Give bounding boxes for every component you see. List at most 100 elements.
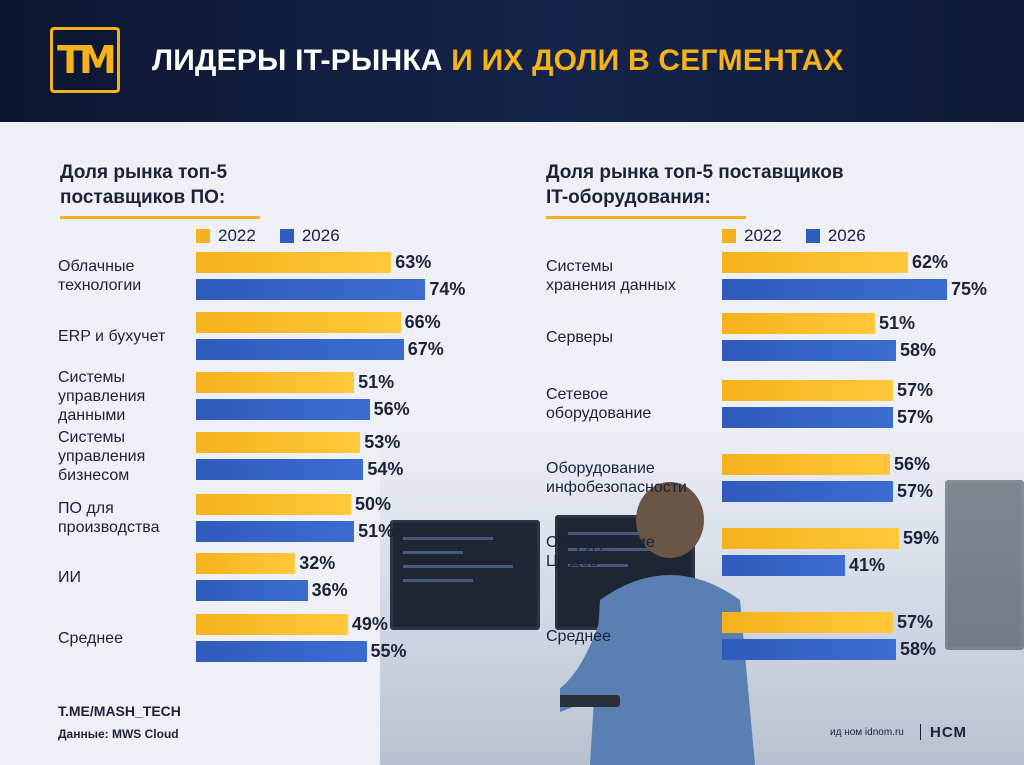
category-label-line: бизнесом xyxy=(58,466,130,484)
category-label: Системы управления бизнесом xyxy=(58,428,145,485)
value-label-2022: 56% xyxy=(894,454,931,474)
bar-2026 xyxy=(722,279,947,300)
legend-swatch-2022 xyxy=(196,229,210,243)
value-label-2026: 55% xyxy=(370,641,407,661)
value-label-2022: 32% xyxy=(299,553,336,573)
category-label-line: Серверы xyxy=(546,328,613,346)
legend-item-2022: 2022 xyxy=(196,226,256,246)
right-title-line: Доля рынка топ-5 поставщиков xyxy=(546,162,844,183)
category-label-line: оборудование xyxy=(546,405,652,422)
category-label: Облачные технологии xyxy=(58,257,141,295)
footer-brand: НСМ xyxy=(930,724,967,741)
category-label-line: инфобезопасности xyxy=(546,479,687,496)
title-part-yellow: И ИХ ДОЛИ В СЕГМЕНТАХ xyxy=(442,44,844,77)
footer-credit: ид ном idnom.ru xyxy=(830,727,904,738)
value-label-2022: 50% xyxy=(355,494,392,514)
right-chart-title: Доля рынка топ-5 поставщиков IT-оборудов… xyxy=(546,160,844,210)
legend-swatch-2026 xyxy=(279,229,294,243)
category-label: Системы хранения данных xyxy=(546,257,676,295)
bar-2026 xyxy=(196,521,355,542)
value-label-2022: 63% xyxy=(395,252,432,272)
bar-2022 xyxy=(196,494,351,515)
category-label-line: ЦОДов xyxy=(546,553,598,570)
category-label: Среднее xyxy=(546,627,611,646)
value-label-2026: 57% xyxy=(897,481,934,501)
category-label-line: Облачные xyxy=(58,258,135,275)
brand-logo: ТМ xyxy=(50,27,120,93)
bar-2026 xyxy=(196,459,364,480)
category-label-line: Оборудование xyxy=(546,534,655,551)
legend-swatch-2022 xyxy=(722,229,736,243)
legend-swatch-2026 xyxy=(805,229,820,243)
category-label-line: производства xyxy=(58,519,160,536)
category-label: Системы управления данными xyxy=(58,368,145,425)
legend-item-2022: 2022 xyxy=(722,226,782,246)
left-title-line: Доля рынка топ-5 xyxy=(60,162,228,183)
title-part-white: ЛИДЕРЫ IT-РЫНКА xyxy=(152,44,443,77)
value-label-2026: 57% xyxy=(897,407,934,427)
category-label-line: Оборудование xyxy=(546,460,655,477)
category-label-line: ИИ xyxy=(58,568,81,586)
value-label-2022: 57% xyxy=(897,380,934,400)
bar-2026 xyxy=(196,339,404,360)
right-title-line: IT-оборудования: xyxy=(546,187,711,208)
value-label-2026: 58% xyxy=(900,340,937,360)
category-label: ПО для производства xyxy=(58,499,159,537)
value-label-2026: 51% xyxy=(358,521,395,541)
value-label-2026: 54% xyxy=(367,459,404,479)
value-label-2022: 57% xyxy=(897,612,934,632)
category-label-line: управления xyxy=(58,387,146,405)
bar-2026 xyxy=(722,340,896,361)
legend-label: 2022 xyxy=(218,226,256,245)
legend-label: 2022 xyxy=(744,226,782,245)
value-label-2026: 75% xyxy=(951,279,988,299)
bar-2026 xyxy=(196,580,308,601)
category-label: Серверы xyxy=(546,328,613,347)
category-label-line: Среднее xyxy=(546,627,611,645)
header-banner: ТМ ЛИДЕРЫ IT-РЫНКА И ИХ ДОЛИ В СЕГМЕНТАХ xyxy=(0,0,1024,122)
value-label-2026: 41% xyxy=(849,555,886,575)
bar-2022 xyxy=(196,614,348,635)
category-label-line: данными xyxy=(58,406,126,424)
bar-2026 xyxy=(196,641,367,662)
category-label-line: хранения данных xyxy=(546,277,676,294)
bar-2026 xyxy=(196,279,426,300)
category-label-line: ПО для xyxy=(58,500,114,517)
bar-2022 xyxy=(722,454,890,475)
bar-2022 xyxy=(722,380,893,401)
footer-channel: T.ME/MASH_TECH xyxy=(58,703,181,719)
category-label-line: Системы xyxy=(58,428,126,446)
value-label-2022: 62% xyxy=(912,252,949,272)
bar-2022 xyxy=(722,528,899,549)
bar-2022 xyxy=(722,612,893,633)
value-label-2026: 58% xyxy=(900,639,937,659)
monitor-shape xyxy=(390,520,540,630)
value-label-2022: 51% xyxy=(879,313,916,333)
bar-2022 xyxy=(722,313,875,334)
bar-2022 xyxy=(196,432,361,453)
value-label-2022: 59% xyxy=(903,528,940,548)
category-label-line: технологии xyxy=(58,277,142,294)
bar-2026 xyxy=(722,555,845,576)
value-label-2022: 53% xyxy=(364,432,401,452)
value-label-2026: 56% xyxy=(373,399,410,419)
category-label-line: Среднее xyxy=(58,629,123,647)
bar-2026 xyxy=(196,399,370,420)
category-label: Среднее xyxy=(58,629,123,648)
person-silhouette xyxy=(560,482,755,765)
bar-2026 xyxy=(722,639,896,660)
left-chart-title: Доля рынка топ-5 поставщиков ПО: xyxy=(60,160,227,210)
value-label-2022: 51% xyxy=(358,372,395,392)
legend-label: 2026 xyxy=(827,226,866,245)
value-label-2026: 36% xyxy=(311,580,348,600)
footer-source: Данные: MWS Cloud xyxy=(58,727,179,741)
value-label-2022: 66% xyxy=(404,312,441,332)
value-label-2022: 49% xyxy=(351,614,388,634)
page-title: ЛИДЕРЫ IT-РЫНКА И ИХ ДОЛИ В СЕГМЕНТАХ xyxy=(152,44,844,78)
bar-2022 xyxy=(196,252,392,273)
left-legend: 2022 2026 xyxy=(196,226,364,246)
category-label: Оборудование инфобезопасности xyxy=(546,459,687,497)
value-label-2026: 74% xyxy=(429,279,466,299)
left-title-line: поставщиков ПО: xyxy=(60,187,226,208)
category-label-line: Системы xyxy=(58,368,126,386)
